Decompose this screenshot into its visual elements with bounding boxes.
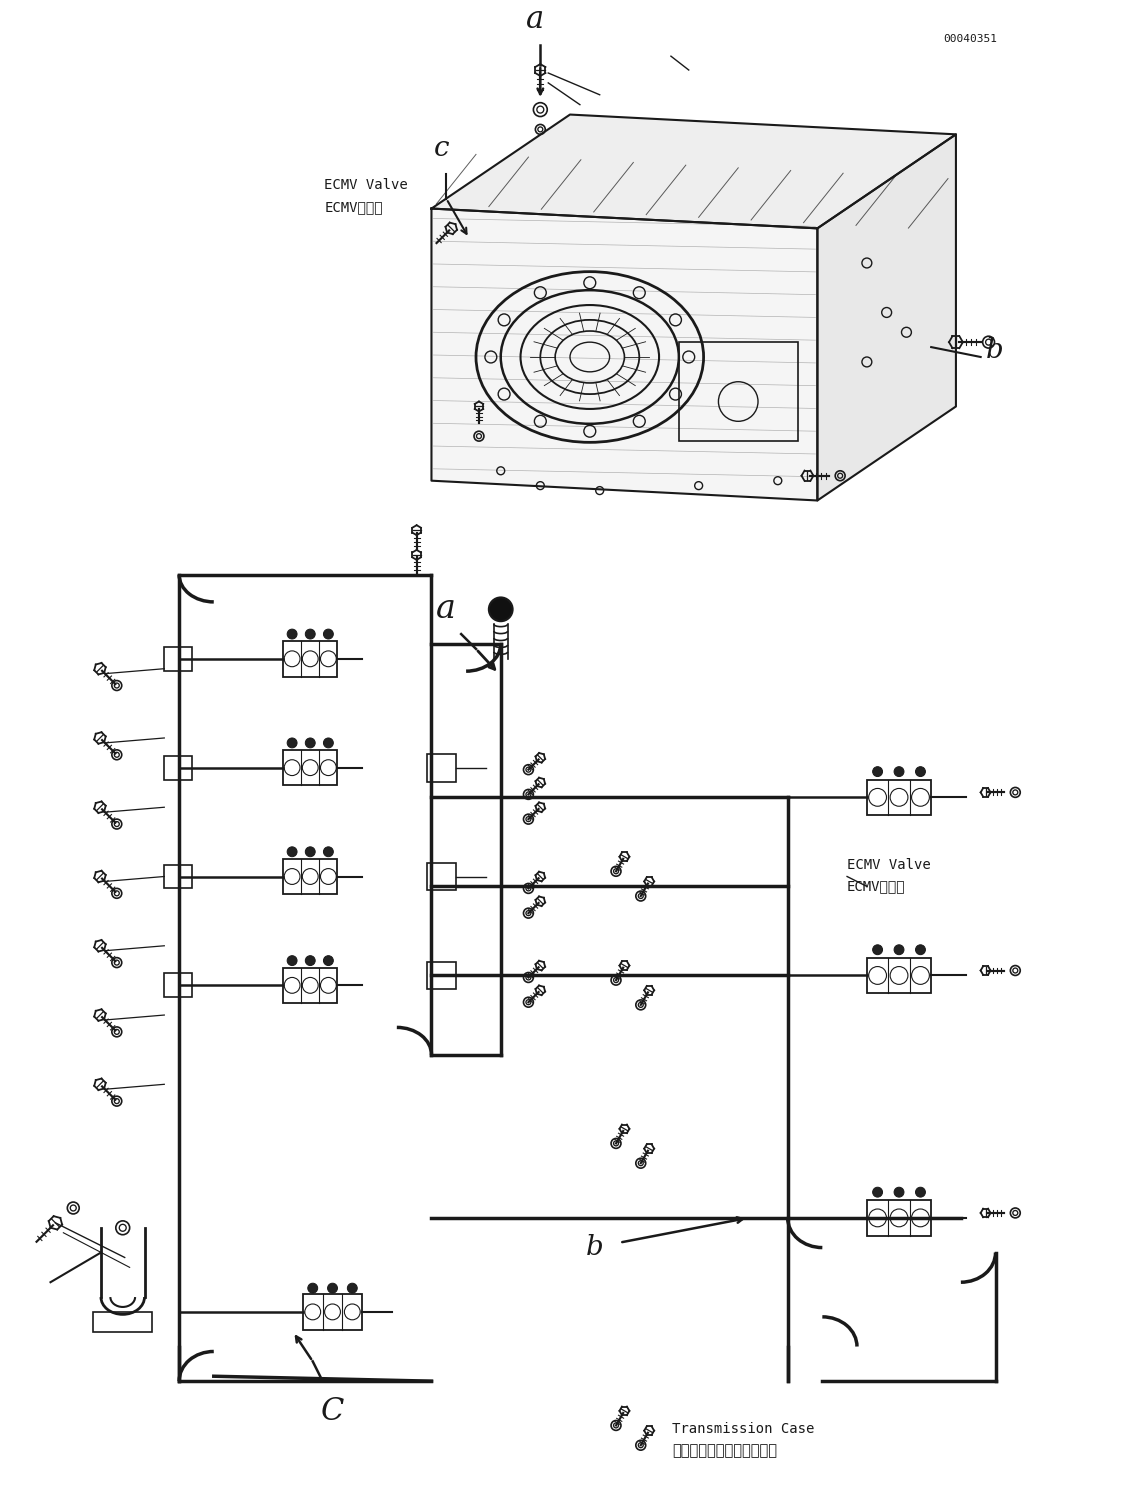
Circle shape (915, 767, 925, 776)
Bar (427, 753, 456, 782)
Text: Transmission Case: Transmission Case (672, 1422, 815, 1435)
Polygon shape (431, 115, 956, 228)
Circle shape (873, 944, 882, 955)
Circle shape (873, 1188, 882, 1197)
Text: a: a (436, 594, 456, 625)
Text: ECMVバルブ: ECMVバルブ (324, 200, 383, 215)
Circle shape (323, 956, 333, 965)
Circle shape (488, 597, 512, 621)
Bar (679, 342, 798, 442)
Text: a: a (526, 4, 544, 36)
Text: トランスミッションケース: トランスミッションケース (672, 1443, 777, 1458)
Circle shape (915, 944, 925, 955)
Text: 00040351: 00040351 (944, 34, 997, 45)
Circle shape (915, 1188, 925, 1197)
Circle shape (323, 630, 333, 639)
Circle shape (306, 739, 315, 747)
Circle shape (323, 739, 333, 747)
Circle shape (288, 847, 297, 856)
Polygon shape (431, 209, 817, 500)
Text: C: C (321, 1397, 345, 1426)
Text: ECMV Valve: ECMV Valve (847, 858, 931, 871)
Circle shape (895, 944, 904, 955)
Bar (427, 962, 456, 989)
Circle shape (288, 630, 297, 639)
Bar (164, 865, 192, 888)
Circle shape (288, 739, 297, 747)
Bar (427, 862, 456, 891)
Text: b: b (986, 337, 1003, 364)
Bar (94, 1311, 153, 1332)
Text: ECMVバルブ: ECMVバルブ (847, 880, 906, 894)
Bar (283, 967, 338, 1003)
Bar (283, 859, 338, 894)
Circle shape (323, 847, 333, 856)
Bar (283, 642, 338, 676)
Circle shape (347, 1283, 357, 1294)
Bar (867, 779, 931, 815)
Bar (867, 1200, 931, 1235)
Circle shape (306, 847, 315, 856)
Bar (302, 1294, 362, 1329)
Bar (867, 958, 931, 994)
Bar (164, 648, 192, 671)
Circle shape (895, 1188, 904, 1197)
Text: ECMV Valve: ECMV Valve (324, 179, 408, 192)
Bar (164, 973, 192, 997)
Circle shape (327, 1283, 338, 1294)
Circle shape (895, 767, 904, 776)
Circle shape (873, 767, 882, 776)
Circle shape (306, 630, 315, 639)
Circle shape (306, 956, 315, 965)
Text: c: c (434, 136, 450, 163)
Circle shape (288, 956, 297, 965)
Polygon shape (817, 134, 956, 500)
Circle shape (308, 1283, 317, 1294)
Bar (283, 750, 338, 785)
Bar (164, 756, 192, 779)
Text: b: b (585, 1234, 604, 1261)
